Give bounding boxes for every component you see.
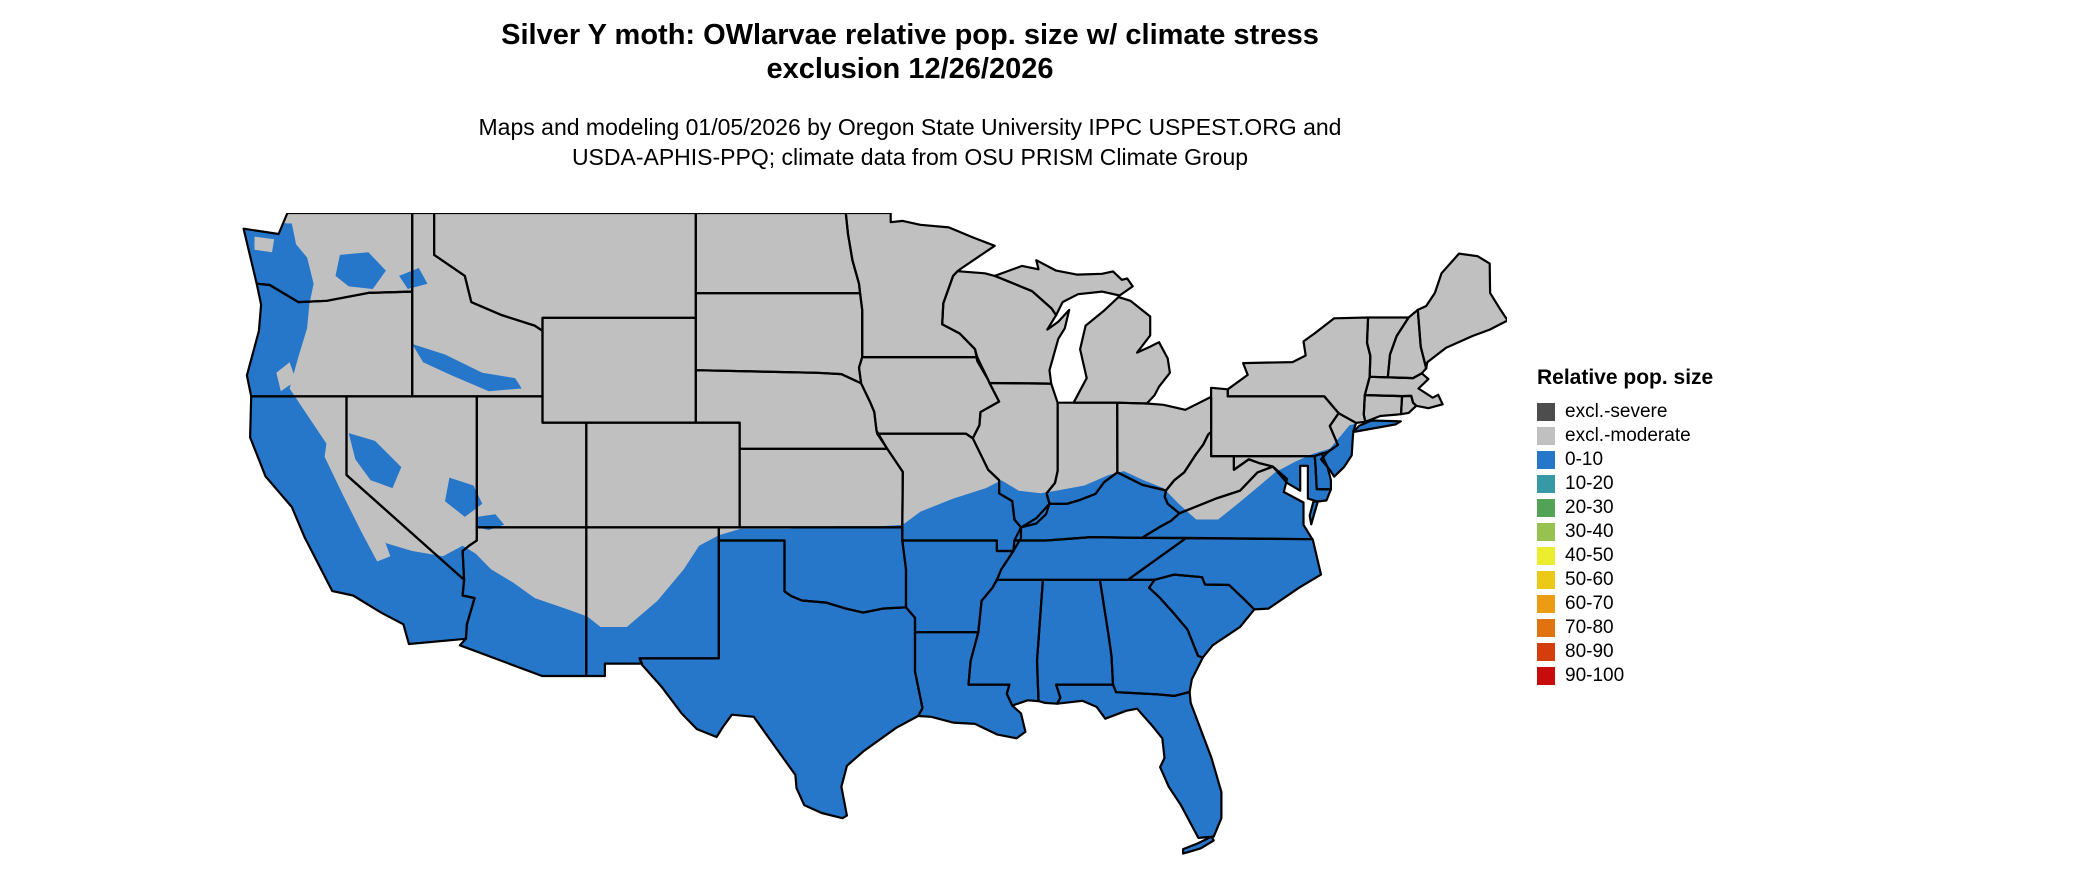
legend-item: 20-30	[1537, 496, 1713, 520]
state-border-fl	[1055, 683, 1223, 839]
legend-swatch	[1537, 427, 1555, 445]
legend-item: excl.-severe	[1537, 400, 1713, 424]
us-distribution-map	[237, 211, 1509, 873]
legend-label: 10-20	[1565, 473, 1614, 494]
legend-label: 30-40	[1565, 521, 1614, 542]
state-border-li	[1352, 419, 1402, 434]
legend-items: excl.-severe excl.-moderate 0-10 10-20 20-30…	[1537, 400, 1713, 688]
figure-header: Silver Y moth: OWlarvae relative pop. si…	[0, 18, 1820, 172]
state-border-sc	[1148, 573, 1256, 659]
legend-swatch	[1537, 403, 1555, 421]
legend-label: excl.-moderate	[1565, 425, 1691, 446]
state-border-nj	[1319, 412, 1358, 478]
legend-label: 40-50	[1565, 545, 1614, 566]
legend-item: 10-20	[1537, 472, 1713, 496]
legend-label: 20-30	[1565, 497, 1614, 518]
legend-swatch	[1537, 643, 1555, 661]
legend-swatch	[1537, 499, 1555, 517]
state-border-tx	[638, 539, 924, 820]
legend-item: 30-40	[1537, 520, 1713, 544]
legend-title: Relative pop. size	[1537, 366, 1714, 389]
legend-swatch	[1537, 547, 1555, 565]
us-map-svg	[242, 211, 1509, 855]
legend-label: 60-70	[1565, 593, 1614, 614]
state-border-keys	[1182, 835, 1215, 855]
legend-item: 80-90	[1537, 640, 1713, 664]
state-border-az	[458, 526, 588, 678]
figure-subtitle-line2: USDA-APHIS-PPQ; climate data from OSU PR…	[571, 144, 1249, 170]
map-state-borders	[242, 211, 1509, 855]
legend-item: excl.-moderate	[1537, 424, 1713, 448]
legend-swatch	[1537, 451, 1555, 469]
legend-label: 80-90	[1565, 641, 1614, 662]
legend-item: 60-70	[1537, 592, 1713, 616]
figure-title-line1: Silver Y moth: OWlarvae relative pop. si…	[501, 19, 1319, 51]
legend-label: 90-100	[1565, 665, 1625, 686]
legend-label: 50-60	[1565, 569, 1614, 590]
legend-swatch	[1537, 619, 1555, 637]
state-border-mi_up	[993, 259, 1134, 317]
legend-label: 70-80	[1565, 617, 1614, 638]
legend-swatch	[1537, 667, 1555, 685]
legend-item: 70-80	[1537, 616, 1713, 640]
legend-label: excl.-severe	[1565, 401, 1668, 422]
legend-swatch	[1537, 571, 1555, 589]
figure-title-line2: exclusion 12/26/2026	[766, 53, 1054, 85]
legend-label: 0-10	[1565, 449, 1604, 470]
state-border-oh	[1116, 395, 1213, 492]
state-border-il	[971, 381, 1059, 529]
state-border-mi	[1072, 296, 1171, 405]
legend-item: 40-50	[1537, 544, 1713, 568]
legend-swatch	[1537, 595, 1555, 613]
legend-item: 90-100	[1537, 664, 1713, 688]
state-border-me	[1416, 252, 1509, 370]
figure-subtitle: Maps and modeling 01/05/2026 by Oregon S…	[0, 112, 1820, 172]
legend-item: 0-10	[1537, 448, 1713, 472]
figure-subtitle-line1: Maps and modeling 01/05/2026 by Oregon S…	[478, 114, 1342, 140]
legend-swatch	[1537, 475, 1555, 493]
state-border-de	[1313, 452, 1332, 491]
legend: Relative pop. size excl.-severe excl.-mod…	[1537, 366, 1713, 688]
legend-swatch	[1537, 523, 1555, 541]
legend-item: 50-60	[1537, 568, 1713, 592]
